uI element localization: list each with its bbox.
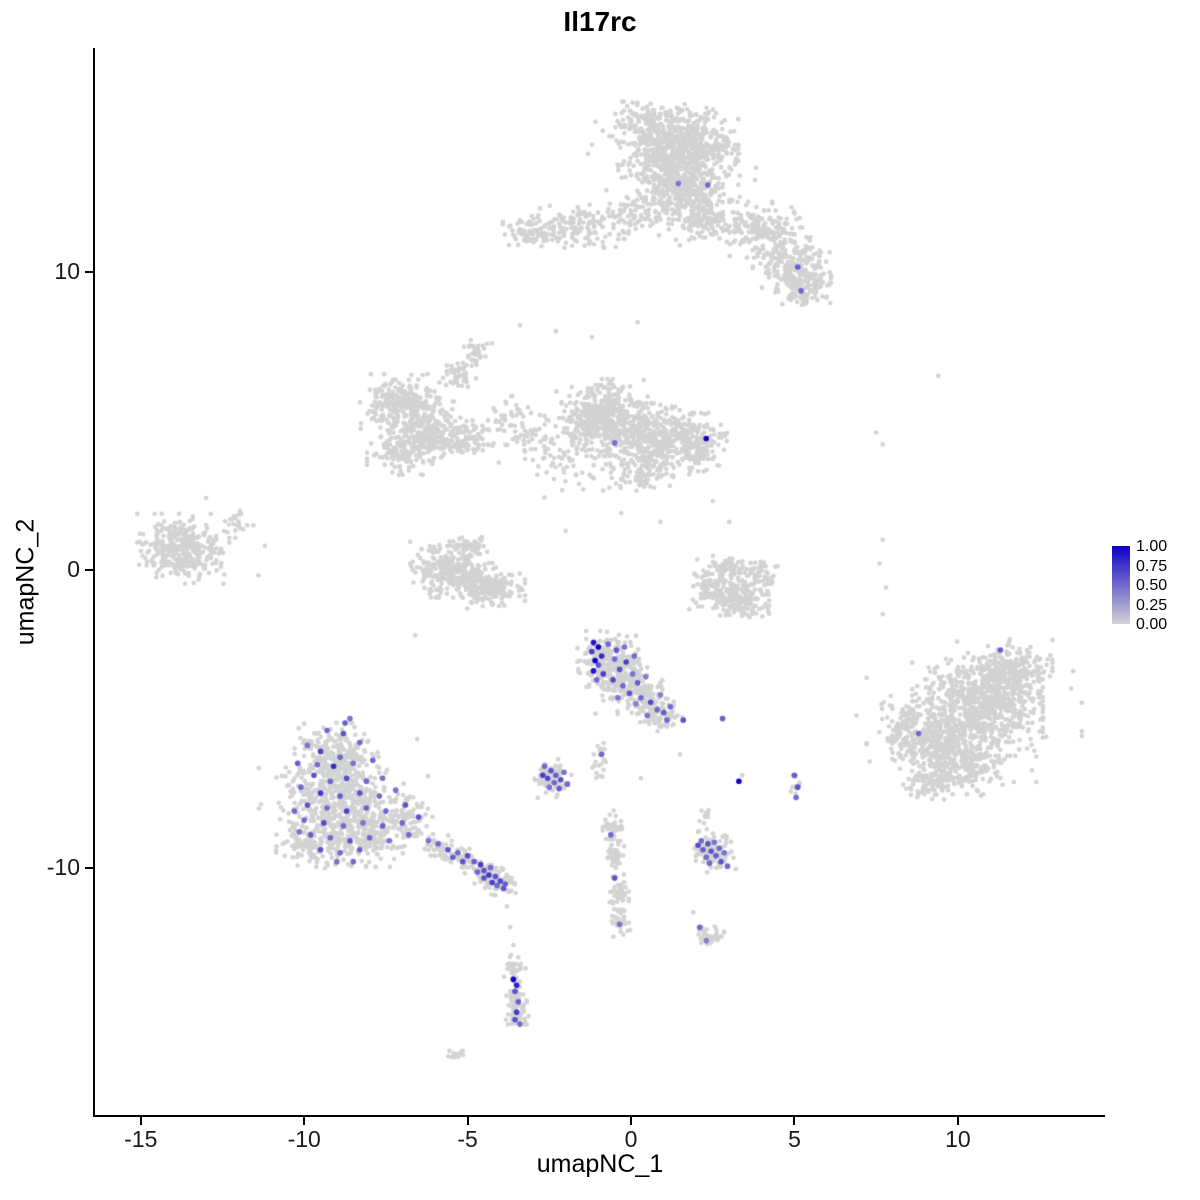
x-tick-label: 0 — [624, 1126, 638, 1152]
y-tick-mark — [85, 568, 93, 571]
x-tick-mark — [630, 1117, 633, 1125]
expression-legend: 1.00 0.75 0.50 0.25 0.00 — [1112, 538, 1200, 633]
legend-tick-label: 0.25 — [1136, 596, 1168, 614]
x-tick-mark — [303, 1117, 306, 1125]
x-tick-label: -15 — [124, 1126, 158, 1152]
legend-gradient-bar — [1112, 546, 1130, 624]
x-tick-label: -5 — [457, 1126, 478, 1152]
x-tick-mark — [956, 1117, 959, 1125]
x-tick-mark — [139, 1117, 142, 1125]
x-tick-label: -10 — [287, 1126, 321, 1152]
x-axis-title: umapNC_1 — [536, 1150, 664, 1178]
chart-title: Il17rc — [563, 6, 637, 37]
plot-area — [93, 48, 1105, 1117]
y-tick-mark — [85, 270, 93, 273]
x-tick-mark — [793, 1117, 796, 1125]
y-axis-title: umapNC_2 — [11, 518, 40, 646]
x-tick-label: 5 — [788, 1126, 801, 1152]
x-tick-mark — [466, 1117, 469, 1125]
y-tick-label: 0 — [67, 555, 80, 582]
x-tick-label: 10 — [945, 1126, 971, 1152]
legend-tick-label: 0.00 — [1136, 616, 1168, 633]
legend-tick-label: 1.00 — [1136, 538, 1168, 555]
legend-tick-label: 0.75 — [1136, 557, 1168, 575]
umap-scatter-canvas — [95, 48, 1105, 1115]
y-tick-label: 10 — [54, 257, 80, 284]
y-tick-mark — [85, 866, 93, 869]
legend-tick-label: 0.50 — [1136, 577, 1168, 594]
y-tick-label: -10 — [46, 853, 80, 880]
